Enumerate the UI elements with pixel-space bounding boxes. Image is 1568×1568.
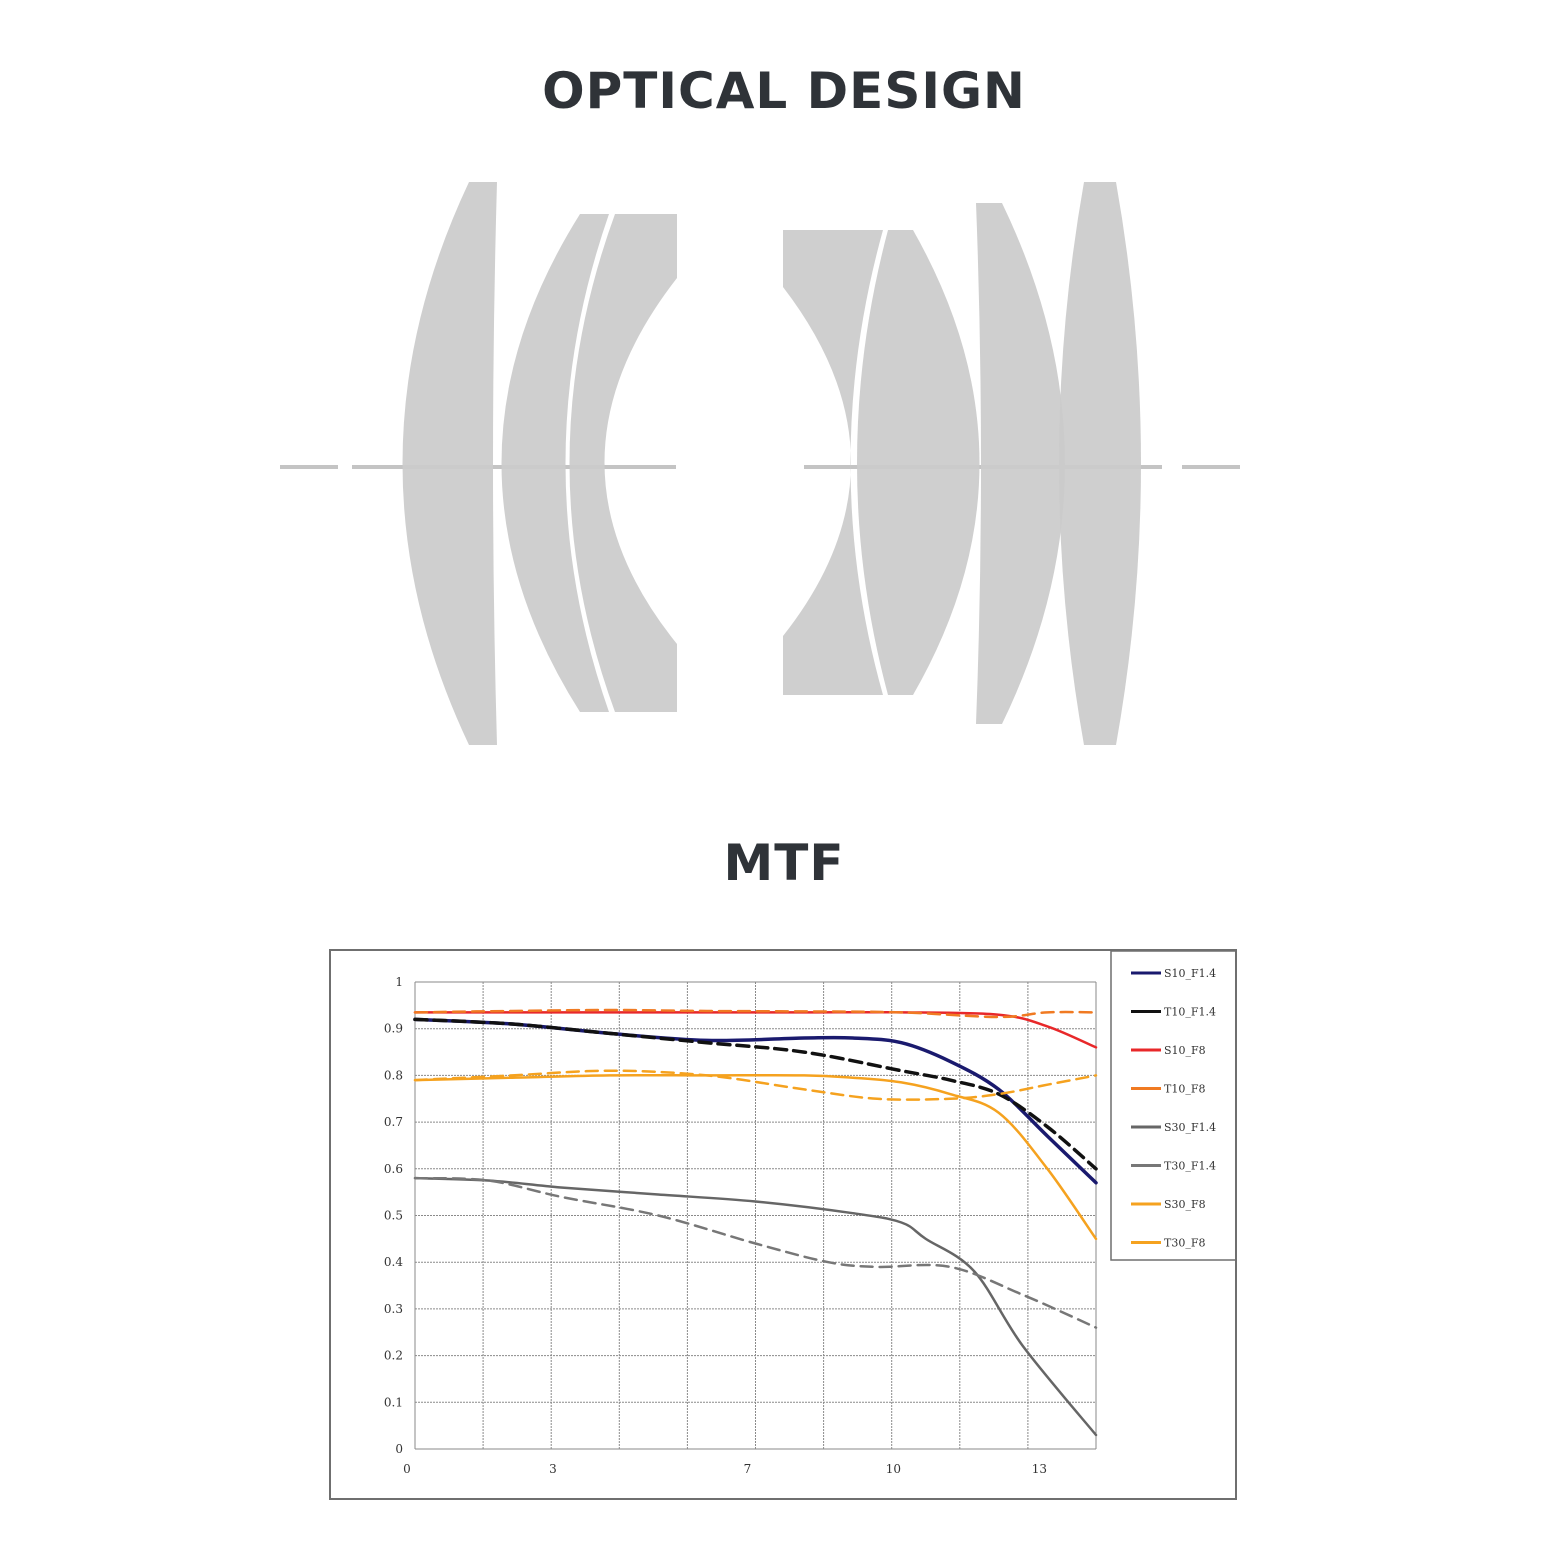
legend-label-s30-f8: S30_F8: [1164, 1198, 1206, 1211]
legend-label-t30-f1-4: T30_F1.4: [1164, 1160, 1216, 1173]
series-line-t30-f8: [413, 1069, 1098, 1101]
legend-label-s30-f1-4: S30_F1.4: [1164, 1121, 1216, 1134]
series-line-t10-f8: [413, 1008, 1098, 1019]
y-tick-label: 0.1: [384, 1395, 403, 1409]
legend-label-s10-f8: S10_F8: [1164, 1044, 1206, 1057]
x-tick-label: 0: [403, 1462, 411, 1476]
y-tick-label: 0.2: [384, 1349, 403, 1363]
lens-element-3: [569, 214, 677, 712]
legend-label-t10-f8: T10_F8: [1164, 1083, 1205, 1096]
lens-element-4: [783, 230, 883, 695]
legend-label-s10-f1-4: S10_F1.4: [1164, 967, 1216, 980]
lens-element-2: [501, 214, 609, 712]
y-tick-label: 0: [395, 1442, 403, 1456]
y-tick-label: 0.3: [384, 1302, 403, 1316]
series-line-s30-f1-4: [413, 1176, 1098, 1437]
y-tick-label: 0.7: [384, 1115, 403, 1129]
lens-element-7: [1059, 182, 1141, 745]
chart-series: [413, 1008, 1098, 1437]
y-tick-label: 0.6: [384, 1162, 403, 1176]
x-tick-label: 13: [1032, 1462, 1047, 1476]
x-tick-label: 3: [549, 1462, 557, 1476]
legend-label-t30-f8: T30_F8: [1164, 1237, 1205, 1250]
y-axis-ticks: 0 0.1 0.2 0.3 0.4 0.5 0.6 0.7 0.8 0.9 1: [384, 975, 403, 1456]
lens-element-1: [402, 182, 497, 745]
series-line-t30-f1-4: [413, 1176, 1098, 1329]
series-line-t10-f1-4: [413, 1017, 1098, 1171]
x-tick-label: 7: [744, 1462, 752, 1476]
series-line-s30-f8: [413, 1073, 1098, 1241]
mtf-chart-frame: 0 0.1 0.2 0.3 0.4 0.5 0.6 0.7 0.8 0.9 1 0 3 7 10 13 S1…: [329, 949, 1237, 1500]
y-tick-label: 0.8: [384, 1068, 403, 1082]
lens-element-6: [976, 203, 1065, 724]
x-axis-ticks: 0 3 7 10 13: [403, 1462, 1047, 1476]
y-tick-label: 1: [395, 975, 403, 989]
lens-element-5: [857, 230, 980, 695]
chart-legend: S10_F1.4 T10_F1.4 S10_F8 T10_F8 S30_F1.4 T30_…: [1110, 951, 1235, 1261]
y-tick-label: 0.5: [384, 1209, 403, 1223]
mtf-chart: 0 0.1 0.2 0.3 0.4 0.5 0.6 0.7 0.8 0.9 1 0 3 7 10 13 S1…: [384, 951, 1235, 1476]
legend-label-t10-f1-4: T10_F1.4: [1164, 1006, 1216, 1019]
legend-box: [1110, 951, 1235, 1261]
mtf-title: MTF: [723, 834, 845, 892]
y-tick-label: 0.9: [384, 1022, 403, 1036]
y-tick-label: 0.4: [384, 1255, 403, 1269]
optical-design-title: OPTICAL DESIGN: [542, 62, 1026, 120]
x-tick-label: 10: [886, 1462, 901, 1476]
optical-design-diagram: [280, 182, 1240, 745]
chart-grid: [414, 981, 1097, 1450]
